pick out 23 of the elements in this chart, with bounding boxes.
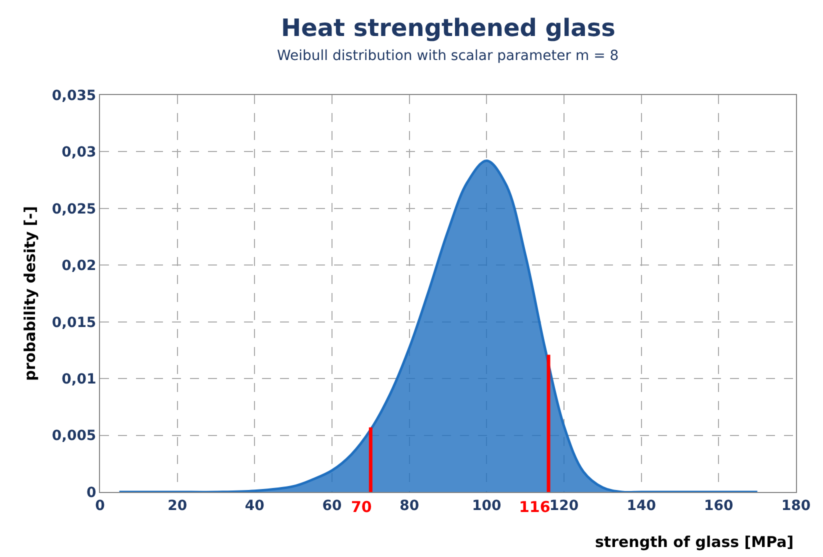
y-tick-label: 0: [86, 484, 96, 501]
x-tick-label: 100: [472, 498, 502, 514]
annotation: 70: [351, 498, 372, 516]
x-tick-label: 180: [781, 498, 811, 514]
x-tick-label: 80: [400, 498, 420, 514]
y-tick-label: 0,005: [52, 428, 96, 444]
x-tick-label: 20: [168, 498, 188, 514]
x-tick-label: 160: [704, 498, 734, 514]
x-axis-title: strength of glass [MPa]: [595, 533, 794, 551]
y-tick-label: 0,035: [52, 88, 96, 104]
y-tick-label: 0,025: [52, 201, 96, 218]
x-tick-label: 40: [244, 498, 265, 514]
y-tick-label: 0,01: [62, 371, 96, 388]
annotation: 116: [519, 498, 550, 516]
chart-subtitle: Weibull distribution with scalar parameter m = 8: [277, 48, 619, 64]
y-tick-label: 0,02: [62, 258, 96, 274]
y-tick-label: 0,015: [52, 314, 96, 331]
chart-title: Heat strengthened glass: [281, 14, 616, 42]
x-tick-label: 140: [626, 498, 656, 514]
x-tick-label: 120: [549, 498, 579, 514]
y-axis-title: probability desity [-]: [21, 206, 40, 381]
y-tick-label: 0,03: [62, 144, 96, 161]
x-tick-label: 60: [322, 498, 342, 514]
